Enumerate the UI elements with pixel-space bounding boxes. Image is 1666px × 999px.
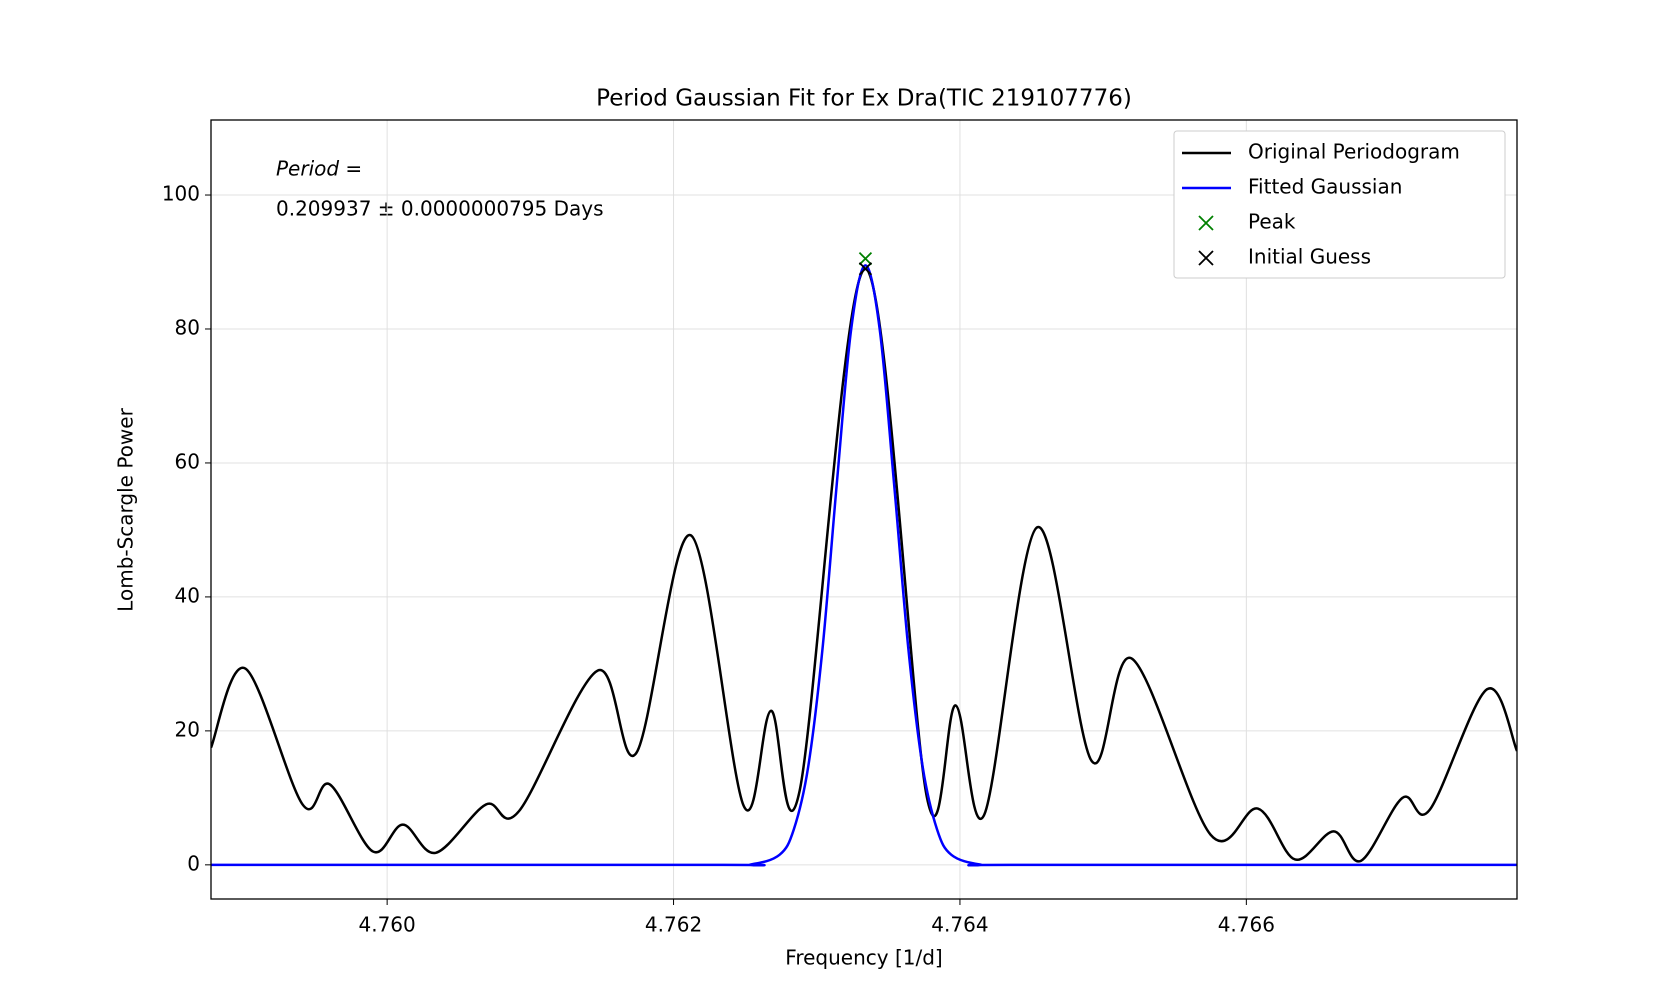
chart-title: Period Gaussian Fit for Ex Dra(TIC 21910… <box>596 86 1132 112</box>
marker <box>858 252 873 266</box>
annotation: 0.209937 ± 0.0000000795 Days <box>276 197 604 221</box>
marker <box>858 262 873 276</box>
y-tick-label: 20 <box>175 717 200 741</box>
series-line <box>211 264 1517 867</box>
x-tick-label: 4.760 <box>359 913 416 937</box>
x-tick-label: 4.766 <box>1218 913 1275 937</box>
y-tick-label: 60 <box>175 449 200 473</box>
plot-frame <box>210 119 1518 900</box>
series-line <box>211 267 1517 863</box>
x-tick-label: 4.762 <box>645 913 702 937</box>
y-tick-label: 40 <box>175 583 200 607</box>
legend-label: Fitted Gaussian <box>1248 175 1402 199</box>
legend-label: Original Periodogram <box>1248 140 1460 164</box>
legend-box <box>1173 130 1506 279</box>
x-tick-label: 4.764 <box>931 913 988 937</box>
y-tick-label: 80 <box>175 315 200 339</box>
y-tick-label: 0 <box>187 851 200 875</box>
annotation: Period = <box>276 157 362 181</box>
legend-swatch <box>1198 215 1214 231</box>
y-axis-label: Lomb-Scargle Power <box>114 407 138 611</box>
x-axis-label: Frequency [1/d] <box>785 946 942 970</box>
legend-swatch <box>1198 250 1214 266</box>
y-tick-label: 100 <box>162 182 200 206</box>
legend-label: Initial Guess <box>1248 245 1371 269</box>
legend-label: Peak <box>1248 210 1296 234</box>
